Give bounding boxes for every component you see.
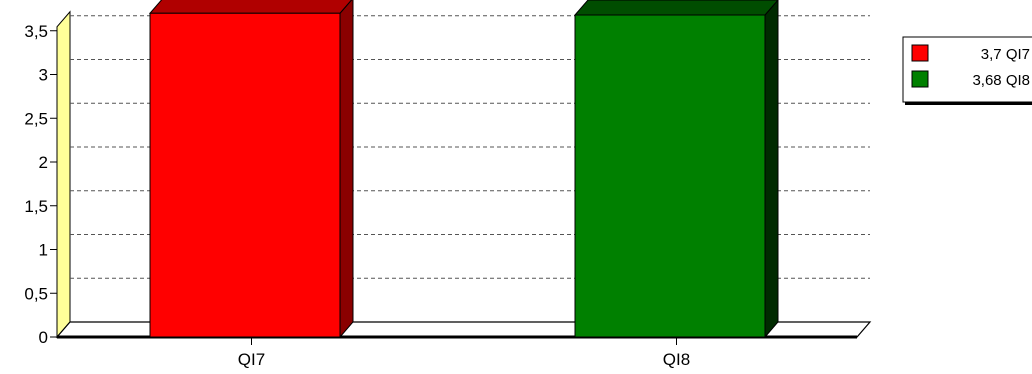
legend-shadow bbox=[905, 102, 1032, 105]
y-tick-label: 2 bbox=[39, 153, 48, 172]
legend-label: 3,7 QI7 bbox=[981, 46, 1030, 63]
bar bbox=[574, 14, 766, 338]
legend-swatch bbox=[911, 44, 929, 62]
legend-swatch bbox=[911, 70, 929, 88]
bars bbox=[148, 0, 779, 339]
y-axis-wall-face bbox=[56, 10, 71, 339]
x-tick-label: QI7 bbox=[238, 350, 265, 369]
bar-side bbox=[764, 0, 779, 339]
y-tick-label: 3 bbox=[39, 66, 48, 85]
y-tick-label: 1,5 bbox=[24, 197, 48, 216]
y-tick-label: 2,5 bbox=[24, 109, 48, 128]
bar bbox=[149, 12, 341, 338]
bar-side bbox=[339, 0, 354, 339]
x-tick-label: QI8 bbox=[663, 350, 690, 369]
y-tick-label: 1 bbox=[39, 241, 48, 260]
x-axis-ticks: QI7 QI8 bbox=[238, 338, 690, 369]
legend: 3,7 QI7 3,68 QI8 bbox=[902, 36, 1032, 105]
y-tick-label: 0,5 bbox=[24, 284, 48, 303]
bar-top bbox=[148, 0, 353, 14]
legend-label: 3,68 QI8 bbox=[972, 72, 1030, 89]
y-axis-wall bbox=[56, 10, 71, 339]
y-tick-label: 3,5 bbox=[24, 22, 48, 41]
y-axis-ticks: 0 0,5 1 1,5 2 2,5 3 3,5 bbox=[24, 22, 57, 347]
bar-top bbox=[573, 0, 779, 16]
y-tick-label: 0 bbox=[39, 328, 48, 347]
